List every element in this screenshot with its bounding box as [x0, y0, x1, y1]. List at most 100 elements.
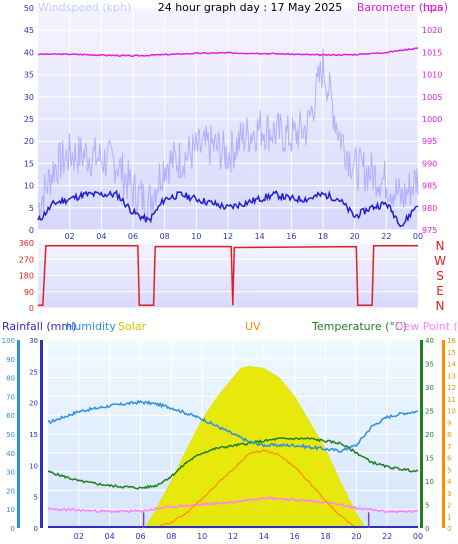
humidity-tick-label: 60 — [6, 412, 15, 420]
chart-title: 24 hour graph day : 17 May 2025 — [158, 1, 343, 14]
rainfall-label: Rainfall (mm) — [2, 320, 76, 333]
temperature-tick-label: 25 — [425, 408, 434, 416]
temperature-tick-label: 40 — [425, 337, 434, 345]
wind-average-line — [37, 189, 419, 228]
humidity-tick-label: 30 — [6, 469, 15, 477]
barometer-axis-label: Barometer (hpa) — [357, 1, 448, 14]
barometer-tick-label: 995 — [422, 137, 437, 146]
humidity-tick-label: 20 — [6, 487, 15, 495]
dewpoint-label: Dew Point (°C) — [395, 320, 458, 333]
barometer-tick-label: 975 — [422, 226, 437, 235]
wind-series — [37, 47, 419, 228]
rain-x-tick-label: 10 — [197, 532, 207, 541]
humidity-tick-label: 100 — [2, 337, 15, 345]
rain-tick-label: 15 — [29, 431, 38, 439]
wind-x-tick-label: 10 — [191, 232, 201, 241]
temperature-tick-label: 10 — [425, 478, 434, 486]
wind-x-tick-label: 00 — [413, 232, 423, 241]
temperature-tick-label: 30 — [425, 384, 434, 392]
humidity-tick-label: 80 — [6, 375, 15, 383]
rain-tick-label: 20 — [29, 400, 38, 408]
barometer-right-ticks: 975 980 985 990 995 1000 1005 1010 1015 1020 1025 — [422, 4, 442, 235]
rain-series — [47, 366, 419, 529]
uv-label: UV — [245, 320, 261, 333]
temperature-tick-label: 15 — [425, 455, 434, 463]
wind-tick-label: 10 — [24, 182, 34, 191]
temperature-tick-label: 5 — [425, 502, 429, 510]
uv-tick-label: 11 — [447, 396, 456, 404]
uv-line — [155, 449, 357, 529]
rain-x-tick-label: 08 — [166, 532, 176, 541]
wind-tick-label: 25 — [24, 115, 34, 124]
wind-x-ticks: 02 04 06 08 10 12 14 16 18 20 22 00 — [65, 232, 424, 241]
direction-left-ticks: 0 90 180 270 360 — [19, 239, 34, 313]
rain-x-tick-label: 20 — [351, 532, 361, 541]
barometer-tick-label: 1000 — [422, 115, 442, 124]
direction-tick-label: 90 — [24, 288, 34, 297]
humidity-tick-label: 50 — [6, 431, 15, 439]
rain-tick-label: 10 — [29, 462, 38, 470]
barometer-tick-label: 985 — [422, 182, 437, 191]
uv-tick-label: 6 — [447, 455, 452, 463]
temperature-tick-label: 35 — [425, 361, 434, 369]
rain-x-tick-label: 00 — [413, 532, 423, 541]
uv-tick-label: 15 — [447, 349, 456, 357]
wind-tick-label: 15 — [24, 159, 34, 168]
uv-tick-label: 8 — [447, 431, 451, 439]
rain-tick-label: 0 — [34, 525, 38, 533]
wind-x-tick-label: 08 — [160, 232, 170, 241]
temperature-ticks: 0 5 10 15 20 25 30 35 40 — [425, 337, 434, 533]
humidity-label: Humidity — [66, 320, 116, 333]
humidity-ticks: 0 10 20 30 40 50 60 70 80 90 100 — [2, 337, 15, 533]
wind-x-tick-label: 22 — [381, 232, 391, 241]
direction-line — [38, 244, 418, 307]
wind-tick-label: 5 — [29, 204, 34, 213]
dewpoint-line — [47, 495, 419, 514]
direction-tick-label: 360 — [19, 239, 34, 248]
rain-x-tick-label: 16 — [290, 532, 300, 541]
direction-series — [38, 244, 418, 307]
temperature-tick-label: 20 — [425, 431, 434, 439]
uv-tick-label: 3 — [447, 490, 451, 498]
humidity-line — [47, 399, 419, 453]
rain-x-tick-label: 22 — [382, 532, 392, 541]
uv-tick-label: 1 — [447, 513, 451, 521]
direction-grid — [38, 242, 418, 309]
uv-tick-label: 12 — [447, 384, 456, 392]
wind-axis-label: Windspeed (kph) — [38, 1, 131, 14]
compass-label: E — [436, 284, 444, 298]
compass-label: W — [434, 254, 446, 268]
barometer-line — [37, 47, 418, 58]
direction-tick-label: 0 — [29, 304, 34, 313]
wind-x-tick-label: 18 — [318, 232, 328, 241]
rain-x-tick-label: 04 — [105, 532, 115, 541]
uv-tick-label: 7 — [447, 443, 451, 451]
wind-tick-label: 40 — [24, 48, 34, 57]
rain-x-tick-label: 18 — [320, 532, 330, 541]
humidity-axis-bar — [17, 340, 20, 528]
uv-tick-label: 14 — [447, 361, 456, 369]
uv-tick-label: 0 — [447, 525, 451, 533]
uv-tick-label: 5 — [447, 466, 451, 474]
barometer-tick-label: 1010 — [422, 71, 442, 80]
humidity-tick-label: 10 — [6, 506, 15, 514]
wind-left-ticks: 0 5 10 15 20 25 30 35 40 45 50 — [24, 4, 34, 235]
wind-gust-line — [37, 48, 419, 224]
uv-tick-label: 4 — [447, 478, 452, 486]
temperature-label: Temperature (°C) — [311, 320, 407, 333]
wind-x-tick-label: 02 — [65, 232, 75, 241]
uv-tick-label: 9 — [447, 419, 451, 427]
barometer-tick-label: 980 — [422, 204, 437, 213]
direction-tick-label: 180 — [19, 272, 34, 281]
uv-tick-label: 16 — [447, 337, 456, 345]
direction-tick-label: 270 — [19, 255, 34, 264]
solar-area — [144, 366, 367, 529]
wind-x-tick-label: 12 — [223, 232, 233, 241]
uv-tick-label: 10 — [447, 408, 456, 416]
humidity-tick-label: 0 — [11, 525, 15, 533]
wind-tick-label: 35 — [24, 71, 34, 80]
barometer-tick-label: 990 — [422, 159, 437, 168]
wind-x-tick-label: 06 — [128, 232, 138, 241]
compass-label: S — [436, 269, 444, 283]
